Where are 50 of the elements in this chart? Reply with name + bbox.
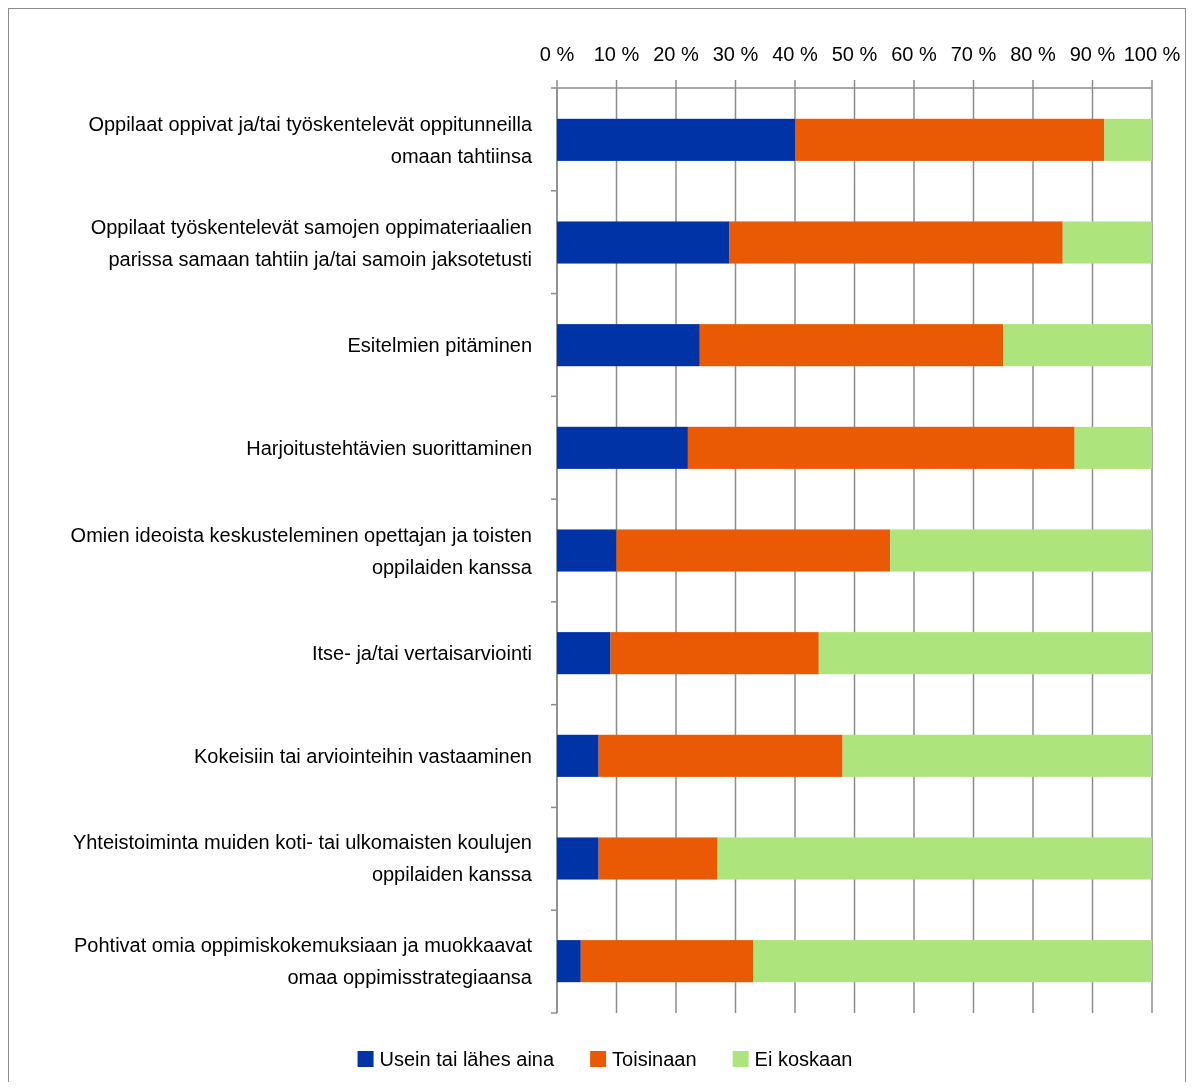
x-tick-label: 40 %: [772, 43, 819, 65]
bar: [557, 118, 795, 161]
bar: [610, 632, 819, 675]
bar: [557, 324, 700, 367]
bar: [557, 221, 730, 264]
bar: [557, 734, 599, 777]
bar: [616, 529, 891, 572]
y-tick-label: Harjoitustehtävien suorittaminen: [246, 436, 532, 459]
bar: [557, 632, 611, 675]
bar: [557, 426, 688, 469]
bar: [1074, 426, 1152, 469]
x-tick-label: 50 %: [831, 43, 878, 65]
bar: [729, 221, 1063, 264]
bar: [753, 940, 1152, 983]
bar: [818, 632, 1152, 675]
bar: [598, 734, 843, 777]
x-tick-label: 60 %: [891, 43, 938, 65]
y-tick-label: Pohtivat omia oppimiskokemuksiaan ja muokkaavat omaa oppimisstrategiaansa: [74, 934, 533, 989]
y-tick-label: Oppilaat työskentelevät samojen oppimateriaalien parissa samaan tahtiin ja/tai samoin jaksotetusti: [90, 215, 532, 270]
x-tick-label: 90 %: [1069, 43, 1116, 65]
bar: [842, 734, 1152, 777]
bar: [557, 529, 617, 572]
y-tick-label: Kokeisiin tai arviointeihin vastaaminen: [194, 744, 532, 767]
x-tick-label: 20 %: [653, 43, 700, 65]
bar: [1062, 221, 1152, 264]
bar: [598, 837, 718, 880]
bar: [890, 529, 1152, 572]
bar: [557, 837, 599, 880]
x-tick-label: 70 %: [950, 43, 997, 65]
legend-label: Ei koskaan: [754, 1048, 853, 1070]
bar: [699, 324, 1004, 367]
y-tick-label: Itse- ja/tai vertaisarviointi: [311, 642, 532, 665]
y-tick-label: Oppilaat oppivat ja/tai työskentelevät oppitunneilla omaan tahtiinsa: [88, 112, 533, 167]
legend-label: Toisinaan: [612, 1048, 697, 1070]
bar: [795, 118, 1105, 161]
x-tick-label: 0 %: [539, 43, 575, 65]
bar: [580, 940, 754, 983]
x-tick-label: 10 %: [593, 43, 640, 65]
y-tick-label: Omien ideoista keskusteleminen opettajan ja toisten oppilaiden kanssa: [70, 523, 533, 578]
y-tick-label: Esitelmien pitäminen: [347, 334, 532, 357]
x-tick-label: 100 %: [1123, 43, 1181, 65]
bar: [687, 426, 1075, 469]
y-tick-label: Yhteistoiminta muiden koti- tai ulkomaisten koulujen oppilaiden kanssa: [72, 831, 533, 886]
bar: [1003, 324, 1152, 367]
bar: [557, 940, 581, 983]
bar: [717, 837, 1152, 880]
x-tick-label: 80 %: [1010, 43, 1057, 65]
bar: [1104, 118, 1152, 161]
legend-label: Usein tai lähes aina: [379, 1048, 555, 1070]
x-tick-label: 30 %: [712, 43, 759, 65]
